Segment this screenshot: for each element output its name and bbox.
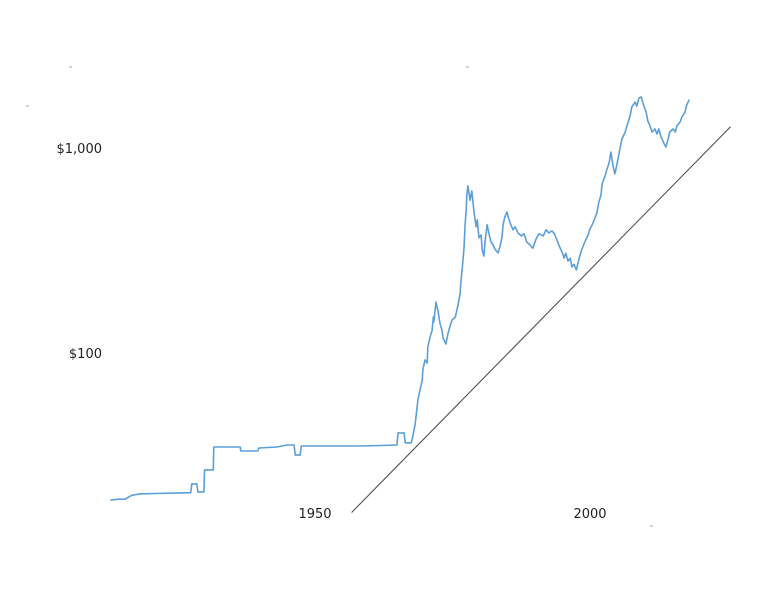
- artifact-speck: [26, 105, 29, 107]
- trend-line: [351, 126, 731, 513]
- x-tick-label-1950: 1950: [298, 507, 332, 522]
- y-tick-label-1000: $1,000: [56, 142, 103, 157]
- y-tick-label-100: $100: [68, 347, 102, 362]
- artifact-speck: [69, 66, 72, 68]
- x-tick-label-2000: 2000: [573, 507, 607, 522]
- artifact-speck: [466, 66, 469, 68]
- artifact-speck: [650, 525, 653, 527]
- price-line: [110, 96, 690, 501]
